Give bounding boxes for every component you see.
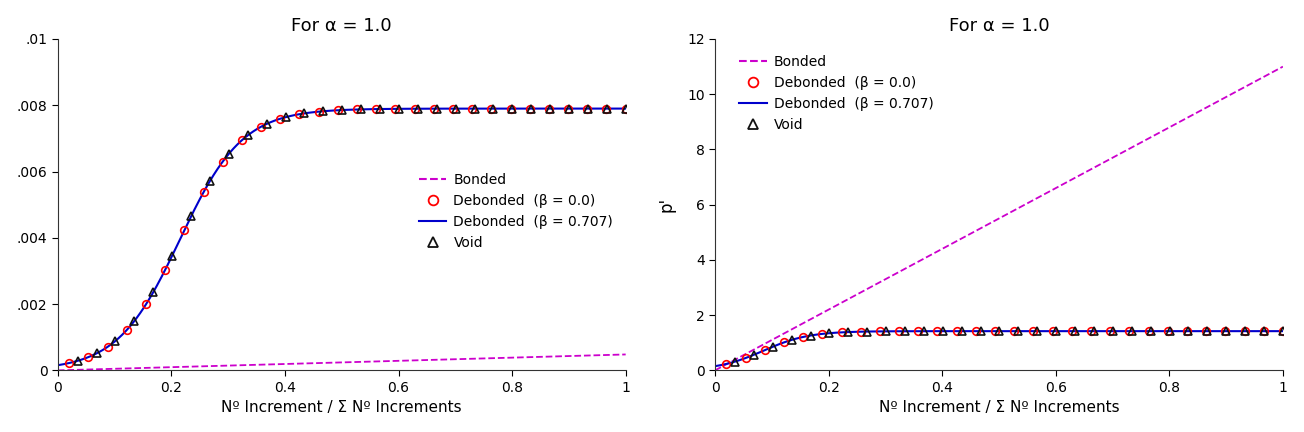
Title: For α = 1.0: For α = 1.0 — [948, 17, 1050, 35]
X-axis label: Nº Increment / Σ Nº Increments: Nº Increment / Σ Nº Increments — [222, 400, 462, 415]
Legend: Bonded, Debonded  (β = 0.0), Debonded  (β = 0.707), Void: Bonded, Debonded (β = 0.0), Debonded (β … — [733, 49, 939, 137]
Legend: Bonded, Debonded  (β = 0.0), Debonded  (β = 0.707), Void: Bonded, Debonded (β = 0.0), Debonded (β … — [413, 167, 618, 255]
Title: For α = 1.0: For α = 1.0 — [292, 17, 393, 35]
Y-axis label: p': p' — [659, 197, 675, 212]
X-axis label: Nº Increment / Σ Nº Increments: Nº Increment / Σ Nº Increments — [879, 400, 1119, 415]
